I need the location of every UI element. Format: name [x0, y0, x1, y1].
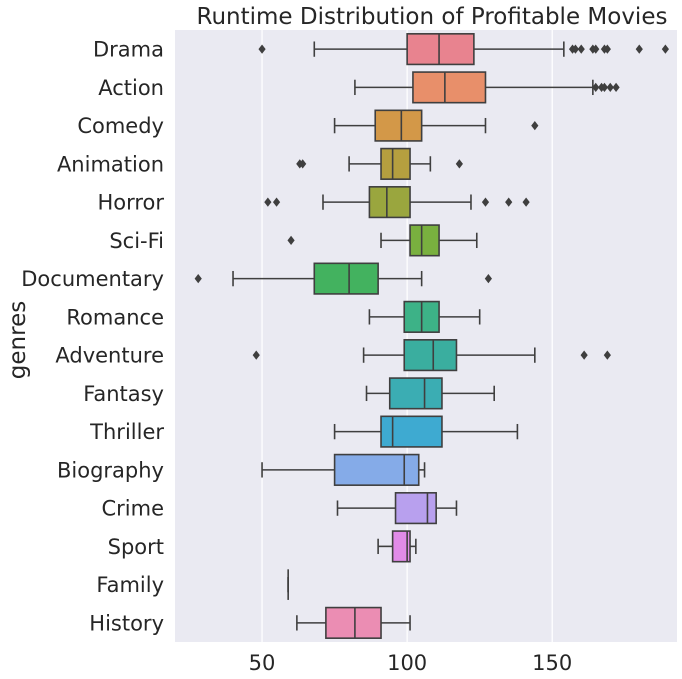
box-adventure	[252, 339, 611, 372]
category-label: Action	[98, 76, 164, 100]
box-thriller	[333, 415, 519, 448]
category-label: Sci-Fi	[109, 229, 164, 253]
boxes-group	[194, 33, 669, 639]
outlier-point	[484, 273, 492, 284]
outlier-point	[661, 44, 669, 54]
chart-title: Runtime Distribution of Profitable Movie…	[197, 4, 668, 30]
outlier-point	[287, 235, 295, 246]
plot-background	[175, 30, 677, 642]
box-iqr	[380, 415, 443, 448]
box-iqr	[368, 186, 411, 219]
outlier-point	[603, 350, 611, 360]
outlier-point	[264, 197, 272, 207]
box-horror	[264, 186, 530, 219]
box-iqr	[325, 606, 382, 639]
outlier-point	[580, 350, 588, 360]
outlier-point	[571, 44, 580, 54]
outlier-point	[194, 273, 202, 284]
box-iqr	[412, 71, 487, 104]
outlier-point	[455, 159, 463, 169]
box-drama	[258, 33, 669, 66]
box-iqr	[388, 377, 443, 410]
outlier-point	[612, 82, 620, 93]
outlier-point	[600, 82, 609, 93]
category-label: Family	[96, 573, 164, 597]
category-label: Thriller	[89, 420, 164, 444]
outlier-point	[531, 120, 539, 131]
box-biography	[261, 453, 426, 486]
box-iqr	[403, 339, 458, 372]
outlier-point	[592, 82, 600, 93]
outlier-point	[481, 197, 490, 207]
x-tick-label: 100	[387, 651, 427, 675]
box-comedy	[333, 109, 539, 142]
box-sport	[377, 530, 417, 563]
box-crime	[336, 492, 458, 525]
box-animation	[296, 147, 463, 180]
category-label: Drama	[93, 38, 164, 62]
outlier-point	[592, 44, 600, 54]
category-label: Biography	[57, 458, 164, 482]
box-sci-fi	[287, 224, 478, 257]
box-iqr	[333, 453, 420, 486]
box-iqr	[391, 530, 411, 563]
box-fantasy	[365, 377, 495, 410]
outlier-point	[299, 159, 307, 169]
box-romance	[368, 300, 481, 333]
category-label: Romance	[66, 305, 164, 329]
outlier-point	[635, 44, 643, 54]
y-axis-label: genres	[5, 301, 31, 379]
box-iqr	[313, 262, 379, 295]
category-label: Comedy	[77, 114, 164, 138]
box-iqr	[406, 33, 475, 66]
box-action	[354, 71, 620, 104]
x-tick-label: 50	[249, 651, 276, 675]
category-label: Animation	[57, 152, 164, 176]
outlier-point	[577, 44, 585, 54]
outlier-point	[505, 197, 513, 207]
x-tick-label: 150	[532, 651, 572, 675]
category-label: Adventure	[55, 344, 164, 368]
box-documentary	[194, 262, 492, 295]
category-label: Documentary	[21, 267, 164, 291]
category-label: Sport	[108, 535, 164, 559]
box-iqr	[409, 224, 440, 257]
category-label: Horror	[97, 191, 164, 215]
outlier-point	[603, 44, 611, 54]
box-iqr	[394, 492, 437, 525]
x-tick-labels: 50 100 150	[249, 651, 573, 675]
category-label: Crime	[101, 497, 164, 521]
outlier-point	[258, 44, 266, 54]
box-history	[296, 606, 411, 639]
outlier-point	[272, 197, 281, 207]
category-labels: Drama Action Comedy Animation Horror Sci-Fi Do…	[21, 38, 164, 636]
outlier-point	[252, 350, 260, 360]
category-label: History	[89, 611, 164, 635]
box-iqr	[374, 109, 423, 142]
category-label: Fantasy	[83, 382, 164, 406]
outlier-point	[606, 82, 614, 93]
box-iqr	[380, 147, 411, 180]
outlier-point	[522, 197, 530, 207]
